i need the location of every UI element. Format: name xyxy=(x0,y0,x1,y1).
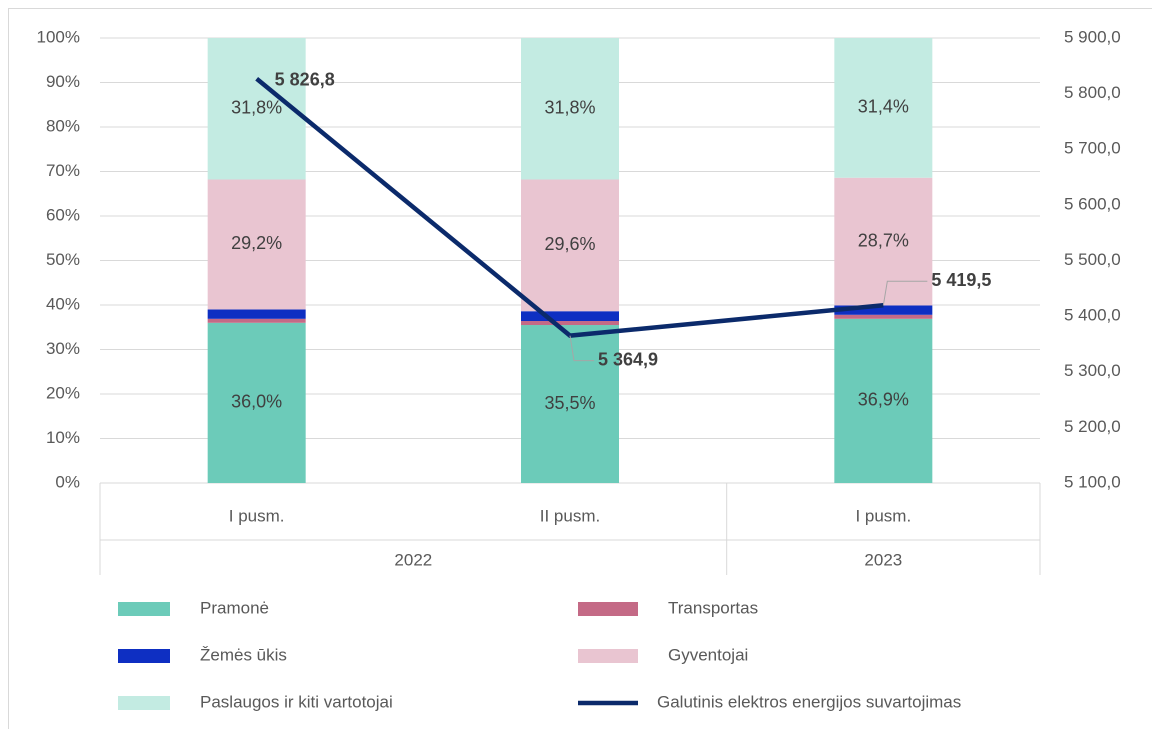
bar-segment xyxy=(207,318,306,323)
bar-segment xyxy=(834,177,933,306)
data-label: 31,8% xyxy=(231,98,282,118)
legend-swatch xyxy=(118,696,170,710)
legend-label: Transportas xyxy=(668,598,758,617)
bar-segment xyxy=(834,314,933,319)
data-label: 5 419,5 xyxy=(931,270,991,290)
y2-tick-label: 5 600,0 xyxy=(1064,194,1121,213)
x-tick-label: I pusm. xyxy=(229,506,285,525)
y-tick-label: 40% xyxy=(46,294,80,313)
bar-segment xyxy=(521,325,619,483)
legend-label: Paslaugos ir kiti vartotojai xyxy=(200,692,393,711)
y-tick-label: 80% xyxy=(46,116,80,135)
y-tick-label: 30% xyxy=(46,339,80,358)
y-tick-label: 90% xyxy=(46,72,80,91)
bar-segment xyxy=(521,179,619,312)
y2-tick-label: 5 400,0 xyxy=(1064,306,1121,325)
y-tick-label: 50% xyxy=(46,250,80,269)
y-tick-label: 100% xyxy=(37,27,80,46)
bar-segment xyxy=(834,318,933,483)
line xyxy=(255,76,884,338)
data-label: 31,8% xyxy=(544,98,595,118)
legend-label: Gyventojai xyxy=(668,645,748,664)
legend-swatch xyxy=(118,602,170,616)
data-label: 29,6% xyxy=(544,234,595,254)
legend-label: Pramonė xyxy=(200,598,269,617)
y-tick-label: 0% xyxy=(55,472,80,491)
leader-line xyxy=(569,335,594,362)
y2-tick-label: 5 800,0 xyxy=(1064,83,1121,102)
bar-segment xyxy=(521,311,619,322)
y2-tick-label: 5 300,0 xyxy=(1064,361,1121,380)
leader-line xyxy=(882,280,928,306)
data-label: 35,5% xyxy=(544,393,595,413)
data-label: 5 826,8 xyxy=(275,69,335,89)
y2-tick-label: 5 900,0 xyxy=(1064,27,1121,46)
y2-tick-label: 5 700,0 xyxy=(1064,139,1121,158)
legend-label: Žemės ūkis xyxy=(200,645,287,664)
bar-segment xyxy=(521,321,619,326)
legend-swatch xyxy=(118,649,170,663)
bar-segment xyxy=(207,309,306,319)
legend-swatch xyxy=(578,602,638,616)
chart-border xyxy=(8,8,1152,729)
data-label: 31,4% xyxy=(858,97,909,117)
y-tick-label: 70% xyxy=(46,161,80,180)
legend-label: Galutinis elektros energijos suvartojima… xyxy=(657,692,961,711)
y2-tick-label: 5 500,0 xyxy=(1064,250,1121,269)
data-label: 5 364,9 xyxy=(598,349,658,369)
x-tick-label: II pusm. xyxy=(540,506,600,525)
y2-tick-label: 5 100,0 xyxy=(1064,472,1121,491)
y2-tick-label: 5 200,0 xyxy=(1064,417,1121,436)
y-tick-label: 20% xyxy=(46,383,80,402)
legend-swatch xyxy=(578,649,638,663)
data-label: 36,0% xyxy=(231,392,282,412)
data-label: 29,2% xyxy=(231,233,282,253)
x-group-label: 2023 xyxy=(864,550,902,569)
data-label: 36,9% xyxy=(858,390,909,410)
x-tick-label: I pusm. xyxy=(855,506,911,525)
bar-segment xyxy=(207,322,306,483)
x-group-label: 2022 xyxy=(394,550,432,569)
data-label: 28,7% xyxy=(858,230,909,250)
bar-segment xyxy=(834,305,933,315)
bar-segment xyxy=(521,38,619,180)
bar-segment xyxy=(207,38,306,180)
bar-segment xyxy=(207,179,306,310)
bar-segment xyxy=(834,38,933,178)
y-tick-label: 60% xyxy=(46,205,80,224)
y-tick-label: 10% xyxy=(46,428,80,447)
